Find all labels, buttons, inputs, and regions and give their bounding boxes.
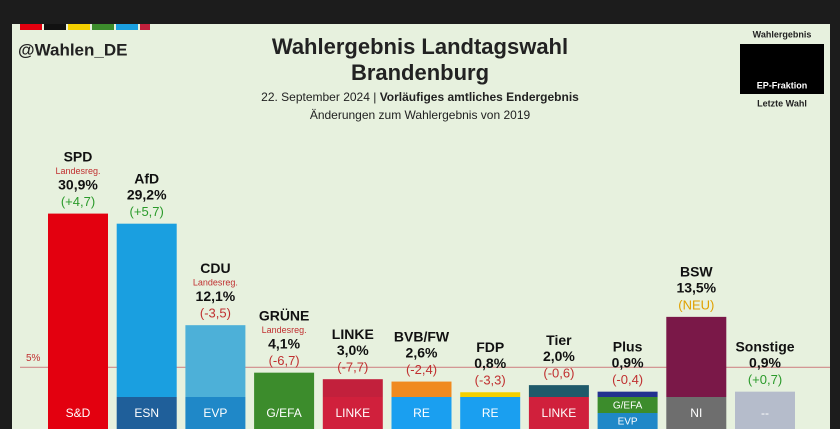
bar: [666, 316, 727, 397]
bar: [460, 392, 521, 397]
change-label: (-3,3): [475, 373, 506, 388]
bar: [322, 379, 383, 397]
fraction-label: G/EFA: [266, 406, 301, 420]
fraction-label: EVP: [618, 417, 638, 428]
title-line: Wahlergebnis Landtagswahl: [272, 34, 568, 59]
change-label: (+5,7): [130, 204, 164, 219]
fraction-box: [528, 397, 589, 429]
bar: [48, 213, 108, 397]
handle: @Wahlen_DE: [18, 40, 127, 59]
party-label: LINKE: [332, 326, 374, 342]
legend-box: [740, 44, 824, 78]
fraction-box: [254, 397, 315, 429]
legend-label: Letzte Wahl: [757, 98, 807, 108]
party-label: Plus: [613, 338, 643, 354]
government-label: Landesreg.: [193, 278, 238, 288]
change-label: (-0,6): [543, 366, 574, 381]
legend-label: EP-Fraktion: [757, 80, 808, 90]
value-label: 2,6%: [406, 344, 438, 360]
party-label: AfD: [134, 170, 159, 186]
fraction-box: [597, 397, 658, 413]
legend-label: Wahlergebnis: [753, 29, 812, 39]
fraction-box: [322, 397, 383, 429]
fraction-label: EVP: [203, 406, 227, 420]
fraction-label: ESN: [134, 406, 159, 420]
change-label: (-7,7): [337, 360, 368, 375]
fraction-label: --: [761, 406, 769, 420]
fraction-box: [185, 397, 246, 429]
value-label: 12,1%: [196, 288, 236, 304]
party-label: Tier: [546, 332, 572, 348]
change-label: (-6,7): [269, 353, 300, 368]
change-label: (NEU): [678, 297, 714, 312]
fraction-box: [597, 413, 658, 429]
subtitle: 22. September 2024 | Vorläufiges amtlich…: [261, 90, 579, 104]
value-label: 0,9%: [749, 354, 781, 370]
fraction-box: [116, 397, 177, 429]
fraction-label: G/EFA: [613, 401, 643, 412]
bar: [597, 391, 658, 397]
fraction-label: RE: [482, 406, 499, 420]
fraction-label: RE: [413, 406, 430, 420]
change-label: (-2,4): [406, 362, 437, 377]
note: Änderungen zum Wahlergebnis von 2019: [310, 108, 531, 122]
fraction-box: [460, 397, 521, 429]
party-label: CDU: [200, 260, 230, 276]
subtitle-status: Vorläufiges amtliches Endergebnis: [380, 90, 579, 104]
party-label: FDP: [476, 339, 504, 355]
change-label: (-3,5): [200, 306, 231, 321]
fraction-box: [666, 397, 727, 429]
subtitle-date: 22. September 2024 |: [261, 90, 376, 104]
party-label: BVB/FW: [394, 328, 450, 344]
value-label: 0,9%: [612, 354, 644, 370]
legend-box: [740, 78, 824, 94]
title-line: Brandenburg: [351, 60, 489, 85]
color-stripe: [20, 24, 150, 30]
fraction-label: LINKE: [335, 406, 370, 420]
bar: [254, 372, 315, 397]
bar: [185, 325, 246, 397]
fraction-box: [391, 397, 452, 429]
party-label: Sonstige: [735, 338, 794, 354]
change-label: (+0,7): [748, 372, 782, 387]
value-label: 30,9%: [58, 176, 98, 192]
fraction-label: NI: [690, 406, 702, 420]
bar: [735, 391, 795, 397]
change-label: (-0,4): [612, 372, 643, 387]
fraction-box: [735, 397, 795, 429]
party-label: GRÜNE: [259, 307, 310, 323]
value-label: 3,0%: [337, 342, 369, 358]
legend: Wahlergebnis EP-Fraktion Letzte Wahl: [740, 29, 824, 108]
bar: [116, 223, 177, 397]
party-label: BSW: [680, 264, 713, 280]
value-label: 0,8%: [474, 355, 506, 371]
value-label: 4,1%: [268, 335, 300, 351]
government-label: Landesreg.: [262, 325, 307, 335]
threshold-label: 5%: [26, 353, 41, 364]
value-label: 29,2%: [127, 186, 167, 202]
bar: [528, 385, 589, 397]
value-label: 2,0%: [543, 348, 575, 364]
fraction-box: [48, 397, 108, 429]
fraction-label: LINKE: [542, 406, 577, 420]
value-label: 13,5%: [676, 280, 716, 296]
government-label: Landesreg.: [55, 166, 100, 176]
change-label: (+4,7): [61, 194, 95, 209]
fraction-label: S&D: [66, 406, 91, 420]
bar: [391, 381, 452, 397]
party-label: SPD: [64, 148, 93, 164]
